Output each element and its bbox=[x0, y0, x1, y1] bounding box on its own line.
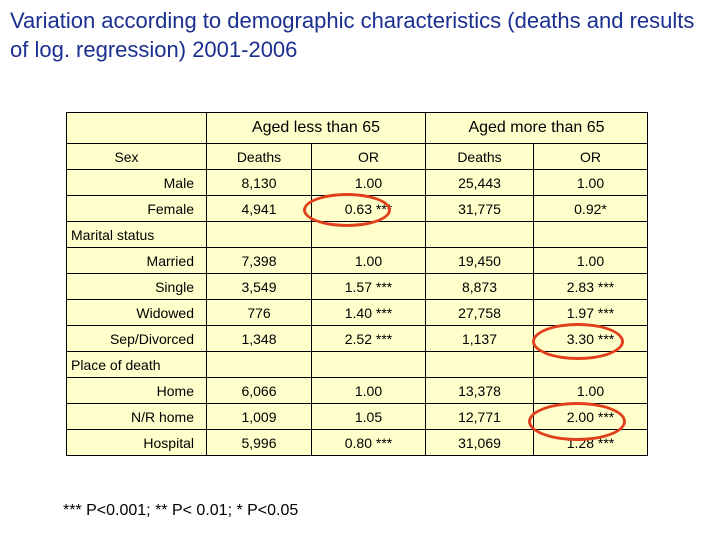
significance-footnote: *** P<0.001; ** P< 0.01; * P<0.05 bbox=[63, 502, 299, 519]
row-label: Widowed bbox=[66, 299, 207, 326]
table-cell: 7,398 bbox=[206, 247, 312, 274]
group-header-row: Aged less than 65 Aged more than 65 bbox=[66, 112, 648, 144]
table-cell: 0.63 *** bbox=[311, 195, 426, 222]
table-cell: 1,009 bbox=[206, 403, 312, 430]
table-cell: 3,549 bbox=[206, 273, 312, 300]
empty-cell bbox=[311, 221, 426, 248]
table-cell: 1,137 bbox=[425, 325, 534, 352]
table-cell: 2.83 *** bbox=[533, 273, 648, 300]
table-row-married: Married 7,398 1.00 19,450 1.00 bbox=[66, 247, 648, 274]
row-label: Male bbox=[66, 169, 207, 196]
table-row-sep-divorced: Sep/Divorced 1,348 2.52 *** 1,137 3.30 *… bbox=[66, 325, 648, 352]
table-cell: 3.30 *** bbox=[533, 325, 648, 352]
row-label: Married bbox=[66, 247, 207, 274]
table-row-female: Female 4,941 0.63 *** 31,775 0.92* bbox=[66, 195, 648, 222]
empty-cell bbox=[425, 351, 534, 378]
empty-cell bbox=[533, 221, 648, 248]
row-label: Hospital bbox=[66, 429, 207, 456]
results-table: Aged less than 65 Aged more than 65 Sex … bbox=[66, 112, 648, 456]
table-cell: 2.00 *** bbox=[533, 403, 648, 430]
group-header-under-65: Aged less than 65 bbox=[206, 112, 426, 144]
table-cell: 12,771 bbox=[425, 403, 534, 430]
table-cell: 31,069 bbox=[425, 429, 534, 456]
empty-cell bbox=[533, 351, 648, 378]
table-cell: 1.00 bbox=[533, 377, 648, 404]
table-cell: 0.92* bbox=[533, 195, 648, 222]
sub-header-or-over-65: OR bbox=[533, 143, 648, 170]
sub-header-deaths-over-65: Deaths bbox=[425, 143, 534, 170]
section-label: Marital status bbox=[66, 221, 207, 248]
empty-corner-cell bbox=[66, 112, 207, 144]
table-row-single: Single 3,549 1.57 *** 8,873 2.83 *** bbox=[66, 273, 648, 300]
section-row-marital-status: Marital status bbox=[66, 221, 648, 248]
empty-cell bbox=[311, 351, 426, 378]
table-cell: 0.80 *** bbox=[311, 429, 426, 456]
table-cell: 2.52 *** bbox=[311, 325, 426, 352]
table-cell: 4,941 bbox=[206, 195, 312, 222]
table-cell: 1.97 *** bbox=[533, 299, 648, 326]
empty-cell bbox=[206, 351, 312, 378]
row-label: Single bbox=[66, 273, 207, 300]
table-cell: 1.28 *** bbox=[533, 429, 648, 456]
table-row-hospital: Hospital 5,996 0.80 *** 31,069 1.28 *** bbox=[66, 429, 648, 456]
slide-title: Variation according to demographic chara… bbox=[10, 8, 695, 62]
table-row-nr-home: N/R home 1,009 1.05 12,771 2.00 *** bbox=[66, 403, 648, 430]
table-cell: 8,873 bbox=[425, 273, 534, 300]
table-cell: 6,066 bbox=[206, 377, 312, 404]
empty-cell bbox=[425, 221, 534, 248]
sex-label: Sex bbox=[66, 143, 207, 170]
table-cell: 31,775 bbox=[425, 195, 534, 222]
table-cell: 1,348 bbox=[206, 325, 312, 352]
section-row-place-of-death: Place of death bbox=[66, 351, 648, 378]
table-row-home: Home 6,066 1.00 13,378 1.00 bbox=[66, 377, 648, 404]
table-cell: 1.40 *** bbox=[311, 299, 426, 326]
row-label: Home bbox=[66, 377, 207, 404]
row-label: Female bbox=[66, 195, 207, 222]
table-cell: 5,996 bbox=[206, 429, 312, 456]
sub-header-row: Sex Deaths OR Deaths OR bbox=[66, 143, 648, 170]
sub-header-or-under-65: OR bbox=[311, 143, 426, 170]
table-cell: 1.00 bbox=[311, 377, 426, 404]
table-cell: 1.57 *** bbox=[311, 273, 426, 300]
row-label: Sep/Divorced bbox=[66, 325, 207, 352]
table-cell: 1.00 bbox=[533, 169, 648, 196]
table-cell: 8,130 bbox=[206, 169, 312, 196]
row-label: N/R home bbox=[66, 403, 207, 430]
table-cell: 27,758 bbox=[425, 299, 534, 326]
table-cell: 1.00 bbox=[311, 169, 426, 196]
table-cell: 25,443 bbox=[425, 169, 534, 196]
sub-header-deaths-under-65: Deaths bbox=[206, 143, 312, 170]
table-cell: 19,450 bbox=[425, 247, 534, 274]
table-cell: 776 bbox=[206, 299, 312, 326]
table-cell: 1.05 bbox=[311, 403, 426, 430]
table-cell: 1.00 bbox=[311, 247, 426, 274]
table-cell: 1.00 bbox=[533, 247, 648, 274]
results-table-wrapper: Aged less than 65 Aged more than 65 Sex … bbox=[66, 112, 648, 456]
group-header-over-65: Aged more than 65 bbox=[425, 112, 648, 144]
table-row-widowed: Widowed 776 1.40 *** 27,758 1.97 *** bbox=[66, 299, 648, 326]
empty-cell bbox=[206, 221, 312, 248]
section-label: Place of death bbox=[66, 351, 207, 378]
table-row-male: Male 8,130 1.00 25,443 1.00 bbox=[66, 169, 648, 196]
table-cell: 13,378 bbox=[425, 377, 534, 404]
